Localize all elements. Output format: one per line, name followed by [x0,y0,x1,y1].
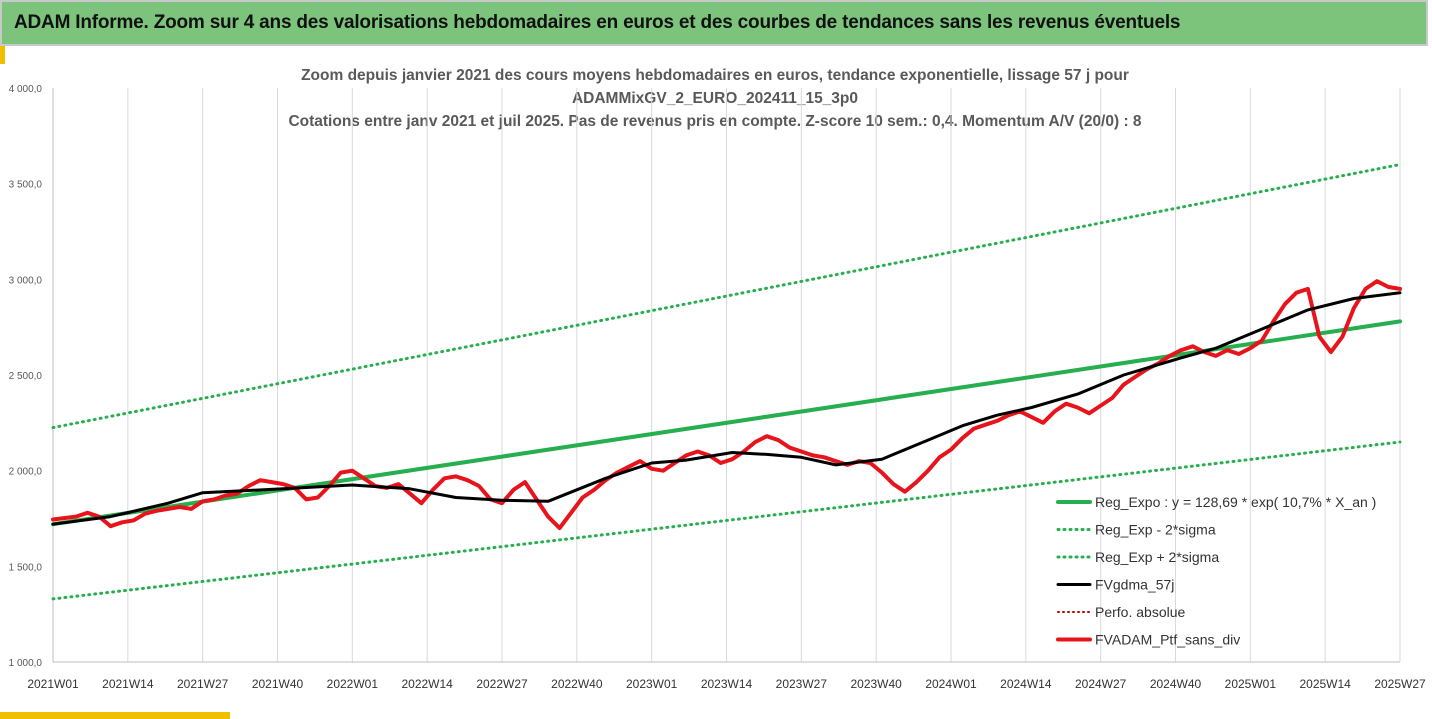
series-line-1 [51,440,1402,601]
gridlines [52,88,1401,663]
series-line-5 [51,279,1402,531]
x-tick-label: 2024W27 [1075,677,1127,691]
x-tick-label: 2023W27 [776,677,828,691]
legend-label: Reg_Exp - 2*sigma [1095,522,1216,538]
x-tick-label: 2023W01 [626,677,678,691]
legend-label: Perfo. absolue [1095,604,1185,620]
legend-label: Reg_Expo : y = 128,69 * exp( 10,7% * X_a… [1095,494,1376,510]
x-tick-label: 2021W40 [252,677,304,691]
x-tick-label: 2021W14 [102,677,154,691]
y-tick-label: 2 000,0 [9,467,43,478]
y-tick-label: 4 000,0 [9,84,43,95]
banner: ADAM Informe. Zoom sur 4 ans des valoris… [0,0,1428,46]
series-line-3 [51,291,1402,526]
legend-label: Reg_Exp + 2*sigma [1095,549,1219,565]
legend-label: FVADAM_Ptf_sans_div [1095,632,1240,648]
y-tick-label: 3 000,0 [9,275,43,286]
x-tick-label: 2025W01 [1225,677,1277,691]
legend: Reg_Expo : y = 128,69 * exp( 10,7% * X_a… [1056,494,1376,648]
x-tick-label: 2023W40 [850,677,902,691]
x-tick-label: 2024W40 [1150,677,1202,691]
x-tick-label: 2021W01 [27,677,79,691]
x-tick-label: 2025W14 [1299,677,1351,691]
chart-title-line-1: Zoom depuis janvier 2021 des cours moyen… [301,67,1129,84]
x-tick-label: 2022W27 [476,677,528,691]
y-axis-ticks: 1 000,0 1 500,0 2 000,0 2 500,0 3 000,0 3 500… [9,84,43,669]
x-tick-label: 2021W27 [177,677,229,691]
x-tick-label: 2024W01 [925,677,977,691]
x-tick-label: 2022W01 [327,677,379,691]
left-accent-bar [0,46,5,64]
y-tick-label: 1 000,0 [9,658,43,669]
x-tick-label: 2023W14 [701,677,753,691]
series-line-2 [51,163,1402,430]
legend-label: FVgdma_57j [1095,577,1174,593]
x-tick-label: 2025W27 [1374,677,1426,691]
chart-title-line-2: ADAMMixGV_2_EURO_202411_15_3p0 [571,90,859,107]
banner-title: ADAM Informe. Zoom sur 4 ans des valoris… [14,12,1181,33]
y-tick-label: 2 500,0 [9,371,43,382]
series-layer [51,163,1402,601]
bottom-accent-bar [0,712,230,719]
x-tick-label: 2024W14 [1000,677,1052,691]
x-tick-label: 2022W40 [551,677,603,691]
y-tick-label: 3 500,0 [9,180,43,191]
x-axis-ticks: 2021W01 2021W14 2021W27 2021W40 2022W01 2022W… [27,677,1426,691]
x-tick-label: 2022W14 [401,677,453,691]
y-tick-label: 1 500,0 [9,562,43,573]
